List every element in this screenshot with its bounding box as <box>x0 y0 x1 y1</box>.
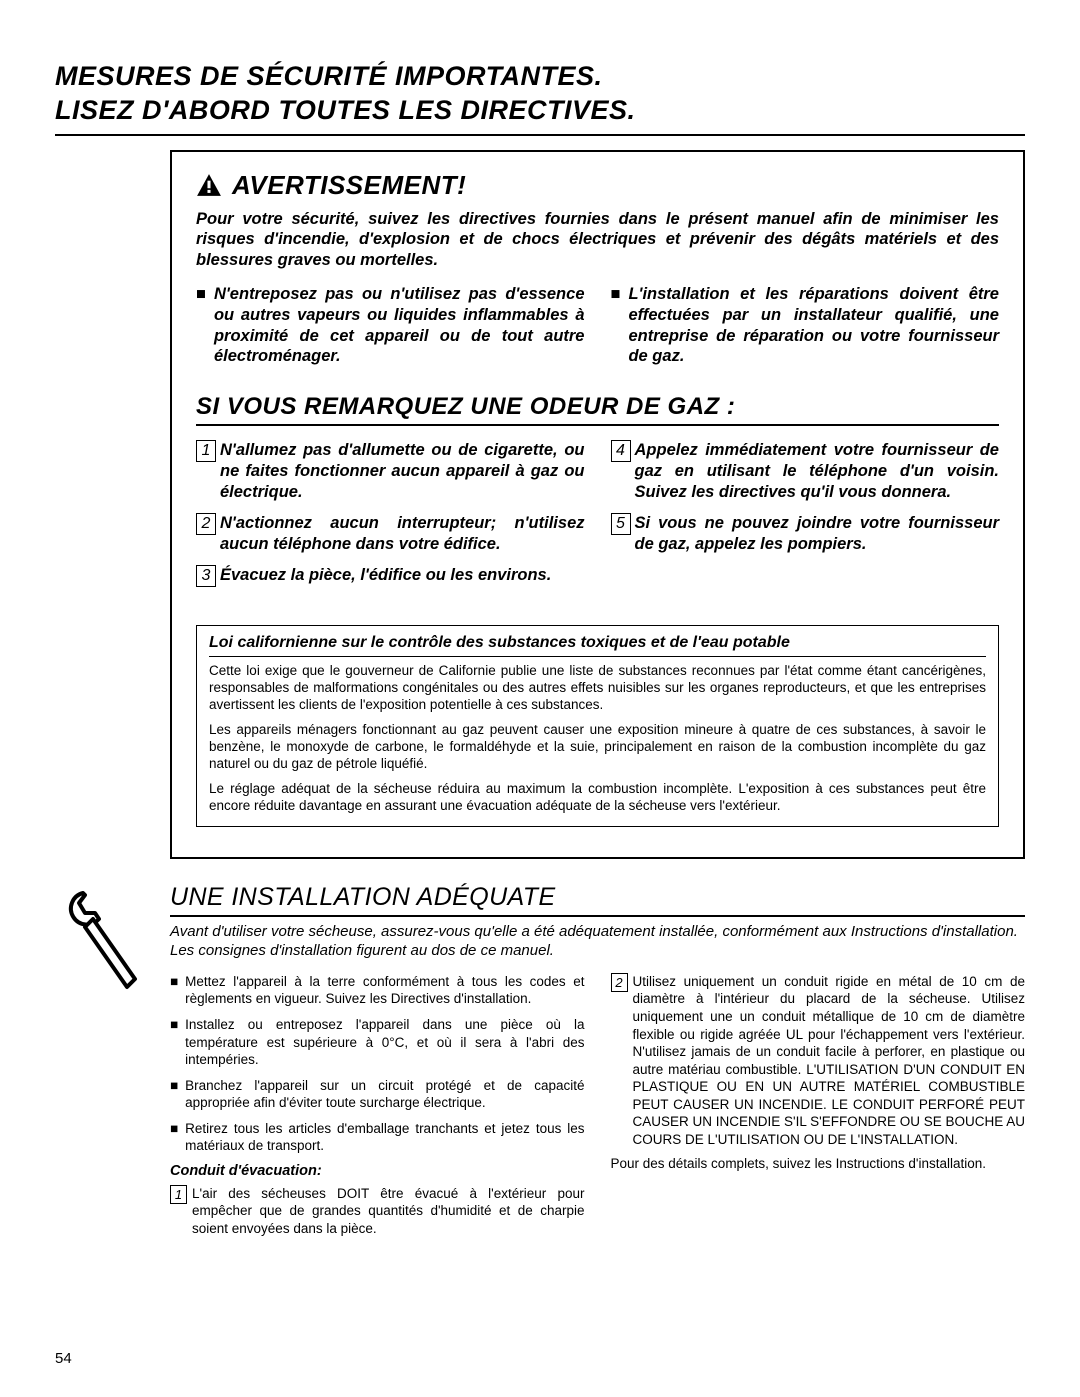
gas-step-5: 5 Si vous ne pouvez joindre votre fourni… <box>611 513 1000 555</box>
square-bullet-icon: ■ <box>170 1120 178 1155</box>
warning-heading-text: AVERTISSEMENT! <box>232 170 466 201</box>
gas-heading-rule <box>196 424 999 426</box>
square-bullet-icon: ■ <box>170 973 178 1008</box>
law-p2: Les appareils ménagers fonctionnant au g… <box>209 722 986 773</box>
gas-step-2: 2 N'actionnez aucun interrupteur; n'util… <box>196 513 585 555</box>
law-rule <box>209 656 986 657</box>
square-bullet-icon: ■ <box>611 284 621 367</box>
install-section: UNE INSTALLATION ADÉQUATE Avant d'utilis… <box>55 883 1025 1245</box>
warning-bullets: ■ N'entreposez pas ou n'utilisez pas d'e… <box>196 284 999 367</box>
number-box-2: 2 <box>196 513 216 535</box>
number-box-5: 5 <box>611 513 631 535</box>
install-columns: ■Mettez l'appareil à la terre conforméme… <box>170 973 1025 1246</box>
gas-step-2-text: N'actionnez aucun interrupteur; n'utilis… <box>220 513 585 555</box>
gas-step-5-text: Si vous ne pouvez joindre votre fourniss… <box>635 513 1000 555</box>
number-box-2: 2 <box>611 973 628 992</box>
wrench-icon <box>55 889 145 999</box>
gas-heading: SI VOUS REMARQUEZ UNE ODEUR DE GAZ : <box>196 393 999 421</box>
law-p3: Le réglage adéquat de la sécheuse réduir… <box>209 781 986 815</box>
number-box-1: 1 <box>196 440 216 462</box>
gas-step-1: 1 N'allumez pas d'allumette ou de cigare… <box>196 440 585 503</box>
install-bullet-4-text: Retirez tous les articles d'emballage tr… <box>185 1120 584 1155</box>
number-box-1: 1 <box>170 1185 187 1204</box>
page-number: 54 <box>55 1350 72 1367</box>
warning-intro: Pour votre sécurité, suivez les directiv… <box>196 209 999 271</box>
number-box-3: 3 <box>196 565 216 587</box>
square-bullet-icon: ■ <box>196 284 206 367</box>
warning-triangle-icon <box>196 173 222 197</box>
install-bullet-3-text: Branchez l'appareil sur un circuit proté… <box>185 1077 584 1112</box>
gas-steps-left: 1 N'allumez pas d'allumette ou de cigare… <box>196 440 585 598</box>
install-heading: UNE INSTALLATION ADÉQUATE <box>170 883 1025 912</box>
title-rule <box>55 134 1025 136</box>
install-bullet-1-text: Mettez l'appareil à la terre conformémen… <box>185 973 584 1008</box>
install-bullet-1: ■Mettez l'appareil à la terre conforméme… <box>170 973 585 1008</box>
warning-bullet-right-text: L'installation et les réparations doiven… <box>628 284 999 367</box>
gas-step-4: 4 Appelez immédiatement votre fournisseu… <box>611 440 1000 503</box>
number-box-4: 4 <box>611 440 631 462</box>
install-intro: Avant d'utiliser votre sécheuse, assurez… <box>170 923 1025 961</box>
conduit-step-1: 1 L'air des sécheuses DOIT être évacué à… <box>170 1185 585 1238</box>
law-title: Loi californienne sur le contrôle des su… <box>209 634 986 652</box>
warning-bullet-left-text: N'entreposez pas ou n'utilisez pas d'ess… <box>214 284 585 367</box>
conduit-step-2: 2 Utilisez uniquement un conduit rigide … <box>611 973 1026 1148</box>
install-bullet-2: ■Installez ou entreposez l'appareil dans… <box>170 1016 585 1069</box>
wrench-column <box>55 883 170 1245</box>
conduit-heading: Conduit d'évacuation: <box>170 1163 585 1179</box>
install-right-col: 2 Utilisez uniquement un conduit rigide … <box>611 973 1026 1246</box>
install-heading-rule <box>170 915 1025 917</box>
gas-step-3: 3 Évacuez la pièce, l'édifice ou les env… <box>196 565 585 587</box>
warning-bullet-left: ■ N'entreposez pas ou n'utilisez pas d'e… <box>196 284 585 367</box>
law-p1: Cette loi exige que le gouverneur de Cal… <box>209 663 986 714</box>
gas-steps: 1 N'allumez pas d'allumette ou de cigare… <box>196 440 999 598</box>
install-bullet-3: ■Branchez l'appareil sur un circuit prot… <box>170 1077 585 1112</box>
square-bullet-icon: ■ <box>170 1016 178 1069</box>
install-bullet-2-text: Installez ou entreposez l'appareil dans … <box>185 1016 584 1069</box>
warning-heading: AVERTISSEMENT! <box>196 170 999 201</box>
warning-bullet-right: ■ L'installation et les réparations doiv… <box>611 284 1000 367</box>
install-left-col: ■Mettez l'appareil à la terre conforméme… <box>170 973 585 1246</box>
warning-box: AVERTISSEMENT! Pour votre sécurité, suiv… <box>170 150 1025 860</box>
gas-step-1-text: N'allumez pas d'allumette ou de cigarett… <box>220 440 585 503</box>
install-bullet-4: ■Retirez tous les articles d'emballage t… <box>170 1120 585 1155</box>
conduit-step-1-text: L'air des sécheuses DOIT être évacué à l… <box>192 1185 585 1238</box>
title-line-1: MESURES DE SÉCURITÉ IMPORTANTES. <box>55 61 603 91</box>
gas-step-3-text: Évacuez la pièce, l'édifice ou les envir… <box>220 565 585 586</box>
law-box: Loi californienne sur le contrôle des su… <box>196 625 999 827</box>
install-footer: Pour des détails complets, suivez les In… <box>611 1156 1026 1171</box>
page-title: MESURES DE SÉCURITÉ IMPORTANTES. LISEZ D… <box>55 60 1025 128</box>
title-line-2: LISEZ D'ABORD TOUTES LES DIRECTIVES. <box>55 95 635 125</box>
gas-step-4-text: Appelez immédiatement votre fournisseur … <box>635 440 1000 503</box>
square-bullet-icon: ■ <box>170 1077 178 1112</box>
conduit-step-2-text: Utilisez uniquement un conduit rigide en… <box>633 973 1026 1148</box>
gas-steps-right: 4 Appelez immédiatement votre fournisseu… <box>611 440 1000 598</box>
install-content: UNE INSTALLATION ADÉQUATE Avant d'utilis… <box>170 883 1025 1245</box>
